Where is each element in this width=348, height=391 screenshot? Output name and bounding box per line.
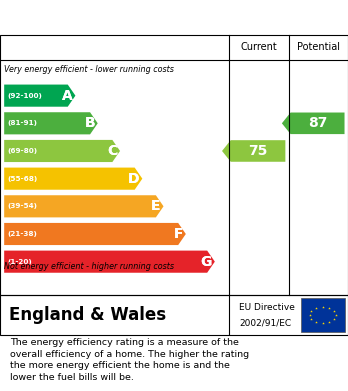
Text: A: A [62,89,73,102]
Text: (92-100): (92-100) [7,93,42,99]
Text: (1-20): (1-20) [7,259,32,265]
Text: C: C [107,144,117,158]
Text: 87: 87 [308,116,327,130]
Text: E: E [151,199,161,213]
Text: Current: Current [240,42,277,52]
Polygon shape [4,223,186,245]
Text: (21-38): (21-38) [7,231,37,237]
Polygon shape [4,112,98,135]
Text: D: D [128,172,140,186]
Polygon shape [4,140,120,162]
Text: England & Wales: England & Wales [9,306,166,324]
Text: The energy efficiency rating is a measure of the
overall efficiency of a home. T: The energy efficiency rating is a measur… [10,338,250,382]
Text: EU Directive: EU Directive [239,303,295,312]
Polygon shape [4,84,76,107]
FancyBboxPatch shape [301,298,345,332]
Text: (39-54): (39-54) [7,203,37,209]
Text: C: C [107,144,117,158]
Text: Very energy efficient - lower running costs: Very energy efficient - lower running co… [4,65,174,74]
Text: (69-80): (69-80) [7,148,37,154]
Text: F: F [174,227,183,241]
Text: E: E [151,199,161,213]
Text: Not energy efficient - higher running costs: Not energy efficient - higher running co… [4,262,174,271]
Text: B: B [84,116,95,130]
Text: (55-68): (55-68) [7,176,37,182]
Text: Potential: Potential [297,42,340,52]
Text: F: F [174,227,183,241]
Polygon shape [4,195,164,217]
Text: G: G [201,255,212,269]
Text: A: A [62,89,73,102]
Polygon shape [282,113,345,134]
Polygon shape [222,140,285,162]
Polygon shape [4,251,215,273]
Text: 75: 75 [248,144,268,158]
Text: 2002/91/EC: 2002/91/EC [239,319,292,328]
Text: B: B [84,116,95,130]
Text: G: G [201,255,212,269]
Text: Energy Efficiency Rating: Energy Efficiency Rating [9,11,219,26]
Polygon shape [4,168,142,190]
Text: D: D [128,172,140,186]
Text: (81-91): (81-91) [7,120,37,126]
